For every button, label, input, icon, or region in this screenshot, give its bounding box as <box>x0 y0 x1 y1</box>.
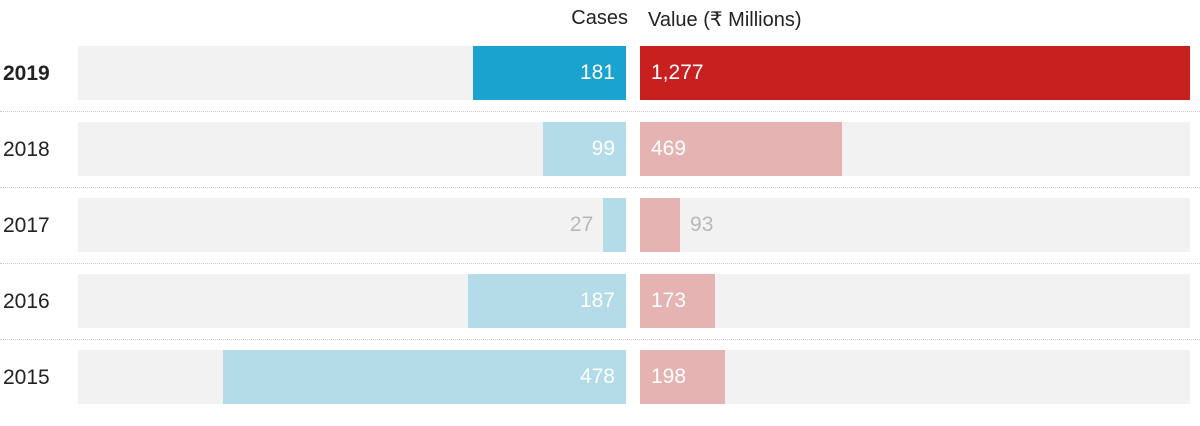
value-value-label: 198 <box>651 365 687 388</box>
category-label: 2019 <box>3 62 50 85</box>
cases-column-header: Cases <box>571 7 628 29</box>
chart-row: 2017 27 93 <box>0 198 1200 274</box>
cases-value-label: 478 <box>579 365 615 388</box>
category-label: 2016 <box>3 290 50 313</box>
chart-row: 2015 478 198 <box>0 350 1200 426</box>
value-bar <box>640 198 681 252</box>
value-bar <box>640 122 842 176</box>
cases-track <box>78 198 626 252</box>
value-track <box>640 350 1190 404</box>
value-value-label: 469 <box>651 137 687 160</box>
value-bar <box>640 274 715 328</box>
value-column-header: Value (₹ Millions) <box>648 9 802 31</box>
cases-value-label: 187 <box>579 289 615 312</box>
row-divider <box>0 339 1200 340</box>
category-label: 2018 <box>3 138 50 161</box>
chart-row: 2018 99 469 <box>0 122 1200 198</box>
row-divider <box>0 111 1200 112</box>
cases-bar <box>223 350 626 404</box>
cases-bar <box>473 46 626 100</box>
chart-row: 2016 187 173 <box>0 274 1200 350</box>
value-value-label: 93 <box>690 213 714 236</box>
cases-bar <box>468 274 626 328</box>
value-track <box>640 274 1190 328</box>
value-bar <box>640 350 726 404</box>
cases-value-label: 181 <box>579 61 615 84</box>
chart-row: 2019 181 1,277 <box>0 46 1200 122</box>
cases-value-label: 27 <box>569 213 594 236</box>
row-divider <box>0 263 1200 264</box>
cases-bar <box>603 198 626 252</box>
value-value-label: 173 <box>651 289 687 312</box>
paired-bar-chart: Cases Value (₹ Millions) 2019 181 1,277 201… <box>0 7 1200 404</box>
cases-track <box>78 122 626 176</box>
cases-value-label: 99 <box>591 137 615 160</box>
cases-bar <box>542 122 626 176</box>
category-label: 2017 <box>3 214 50 237</box>
value-bar <box>640 46 1190 100</box>
value-track <box>640 198 1190 252</box>
value-value-label: 1,277 <box>651 61 704 84</box>
row-divider <box>0 187 1200 188</box>
category-label: 2015 <box>3 366 50 389</box>
